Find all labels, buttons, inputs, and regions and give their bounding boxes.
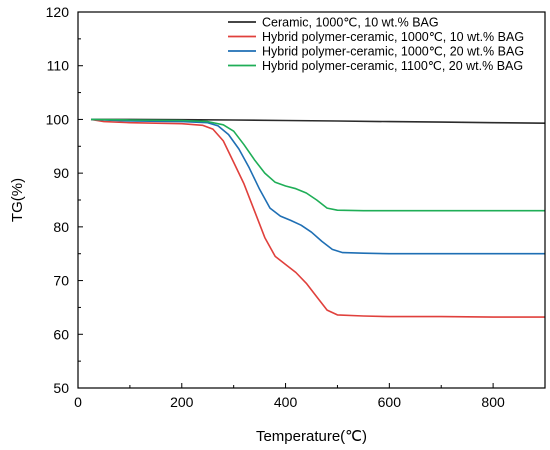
- x-axis: 0 200 400 600 800: [74, 383, 505, 410]
- y-tick-label: 50: [53, 380, 69, 396]
- y-axis: 50 60 70 80 90 100 110 120: [46, 4, 83, 396]
- y-tick-label: 110: [47, 58, 70, 74]
- series-line-4: [90, 118, 545, 212]
- series-line-2: [90, 118, 545, 318]
- y-tick-label: 70: [53, 273, 69, 289]
- legend-label: Ceramic, 1000℃, 10 wt.% BAG: [262, 16, 439, 30]
- y-tick-label: 120: [46, 4, 70, 20]
- y-tick-label: 60: [53, 326, 69, 342]
- x-tick-label: 600: [378, 394, 402, 410]
- x-tick-label: 400: [274, 394, 298, 410]
- legend-label: Hybrid polymer-ceramic, 1100℃, 20 wt.% B…: [262, 59, 523, 73]
- y-axis-title: TG(%): [9, 178, 26, 222]
- y-tick-label: 100: [46, 111, 70, 127]
- legend-label: Hybrid polymer-ceramic, 1000℃, 10 wt.% B…: [262, 30, 524, 44]
- plot-lines: [90, 118, 546, 318]
- x-tick-label: 200: [170, 394, 194, 410]
- y-tick-label: 90: [53, 165, 69, 181]
- x-axis-title: Temperature(℃): [256, 428, 367, 445]
- legend-label: Hybrid polymer-ceramic, 1000℃, 20 wt.% B…: [262, 45, 524, 59]
- y-tick-label: 80: [53, 219, 69, 235]
- series-line-3: [90, 118, 545, 255]
- x-tick-label: 0: [74, 394, 82, 410]
- x-tick-label: 800: [481, 394, 505, 410]
